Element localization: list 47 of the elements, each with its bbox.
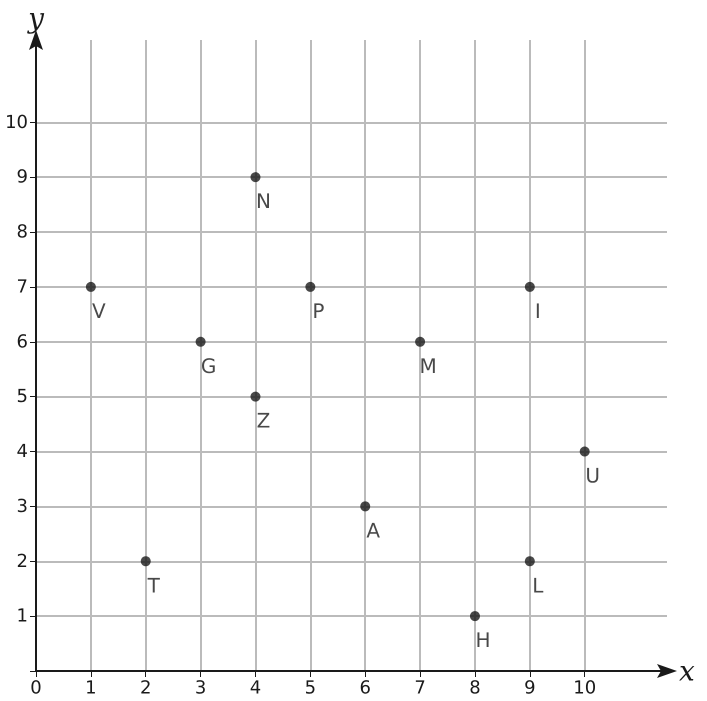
point xyxy=(415,336,426,347)
x-tick-label: 0 xyxy=(30,678,42,698)
x-tick-label: 2 xyxy=(140,678,152,698)
point xyxy=(524,282,535,292)
x-tick-label: 5 xyxy=(304,678,316,698)
y-axis-title: y xyxy=(26,2,46,34)
x-tick-label: 10 xyxy=(573,678,596,698)
y-tick-label: 3 xyxy=(16,496,28,517)
x-axis-title: x xyxy=(679,654,695,688)
data-label: V xyxy=(92,298,106,323)
data-label: L xyxy=(532,573,544,598)
y-tick-label: 10 xyxy=(5,112,28,133)
data-label: A xyxy=(366,518,380,542)
x-tick-label: 6 xyxy=(359,678,371,698)
data-label: Z xyxy=(256,408,270,433)
data-label: U xyxy=(585,464,600,488)
data-label: T xyxy=(146,573,161,598)
point xyxy=(360,501,370,512)
x-tick-label: 3 xyxy=(194,678,206,698)
data-label: G xyxy=(200,354,216,378)
y-tick-label: 6 xyxy=(16,331,28,352)
point xyxy=(250,172,260,182)
point xyxy=(196,336,206,347)
point xyxy=(86,282,96,292)
x-tick-label: 8 xyxy=(469,678,481,698)
x-tick-label: 9 xyxy=(524,678,536,698)
y-tick-label: 8 xyxy=(16,222,28,243)
x-tick-label: 7 xyxy=(414,678,426,698)
data-label: I xyxy=(534,298,541,323)
point xyxy=(250,392,260,402)
data-label: H xyxy=(475,628,490,652)
x-tick-label: 1 xyxy=(85,678,97,698)
y-tick-label: 1 xyxy=(16,606,28,627)
point xyxy=(470,611,480,622)
y-tick-label: 5 xyxy=(16,386,28,408)
point xyxy=(580,446,590,457)
x-tick-label: 4 xyxy=(250,678,262,698)
data-label: P xyxy=(312,298,324,323)
y-tick-label: 2 xyxy=(16,550,28,572)
data-label: M xyxy=(419,354,437,378)
point xyxy=(524,556,535,566)
y-tick-label: 9 xyxy=(16,166,28,188)
point xyxy=(305,282,316,292)
y-tick-label: 4 xyxy=(16,441,28,462)
y-tick-label: 7 xyxy=(16,276,28,298)
data-label: N xyxy=(256,189,271,214)
point xyxy=(140,556,151,566)
